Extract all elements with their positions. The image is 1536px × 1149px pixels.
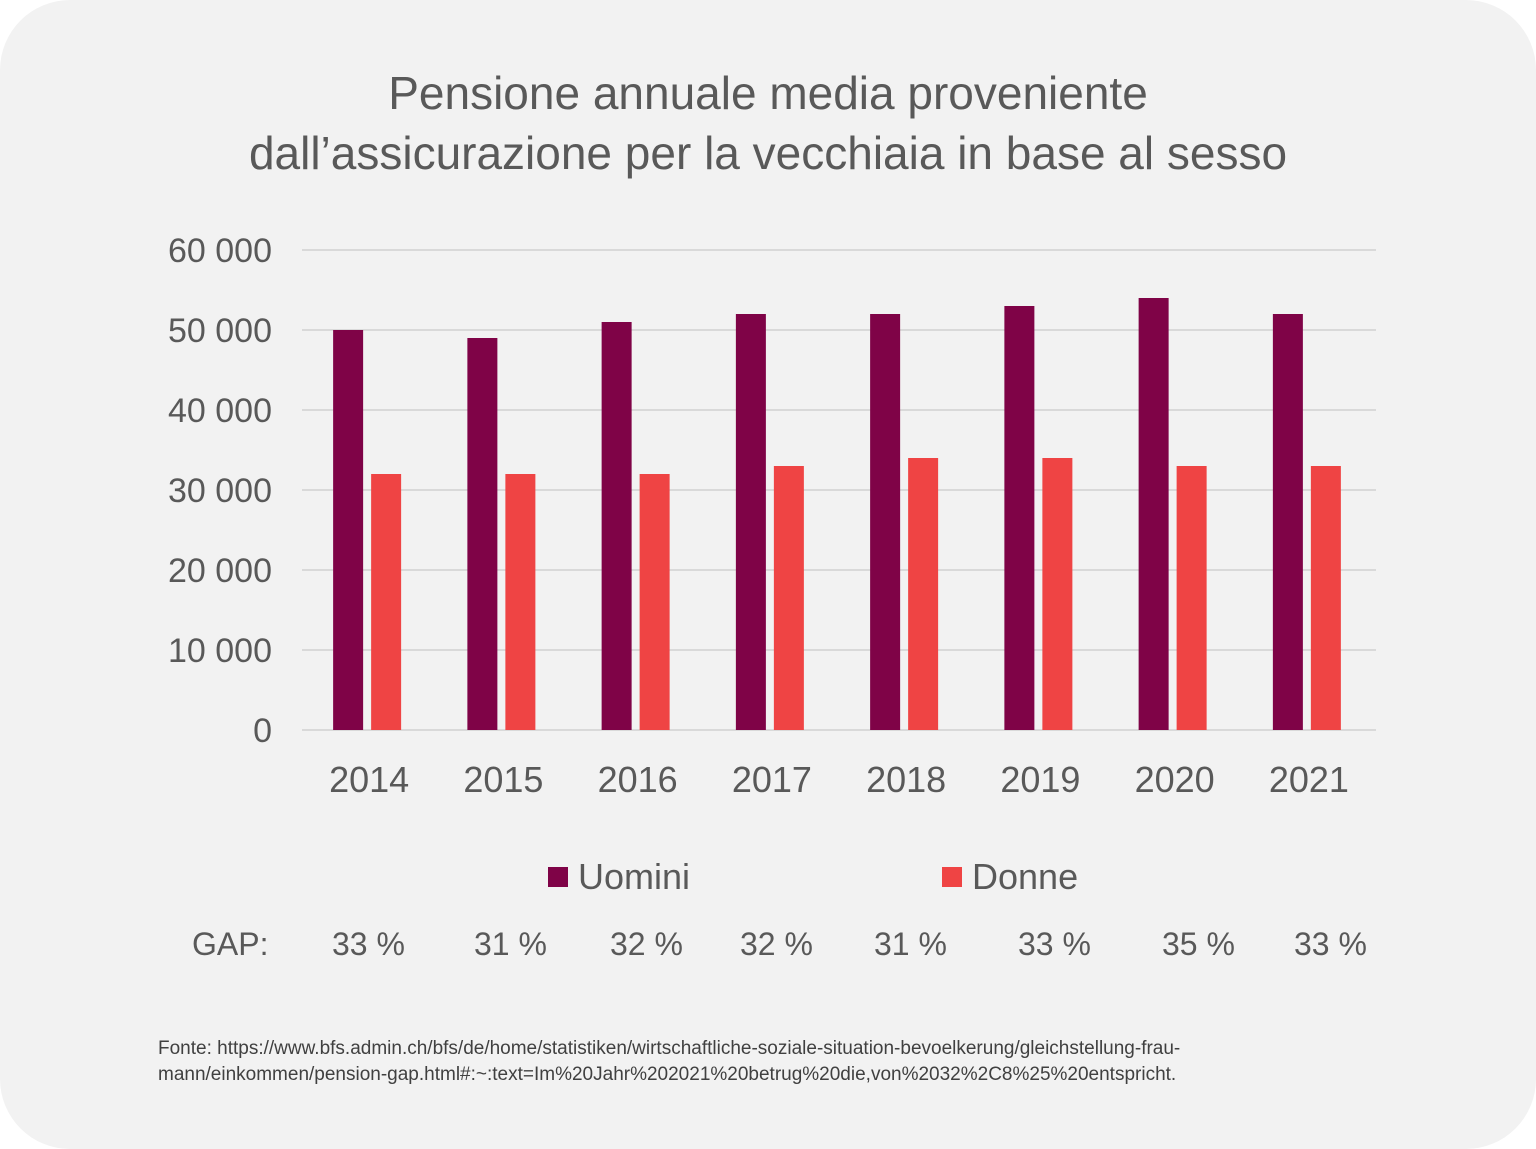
bar-uomini: [601, 322, 632, 730]
gap-value: 33 %: [332, 926, 405, 962]
legend-item-donne: Donne: [942, 856, 1078, 898]
bar-uomini: [735, 314, 766, 730]
gap-value: 32 %: [610, 926, 683, 962]
gap-value: 31 %: [474, 926, 547, 962]
x-tick-label: 2014: [329, 759, 409, 800]
source-line-1: Fonte: https://www.bfs.admin.ch/bfs/de/h…: [158, 1038, 1181, 1059]
legend-label-donne: Donne: [972, 856, 1079, 897]
bar-donne: [639, 474, 670, 730]
bar-uomini: [333, 330, 364, 730]
gap-value: 32 %: [740, 926, 813, 962]
gap-value: 31 %: [874, 926, 947, 962]
gap-value: 33 %: [1294, 926, 1367, 962]
y-tick-label: 60 000: [168, 232, 272, 270]
bar-uomini: [467, 338, 498, 730]
gap-value: 35 %: [1162, 926, 1235, 962]
bar-donne: [371, 474, 402, 730]
bar-uomini: [870, 314, 901, 730]
bar-uomini: [1272, 314, 1303, 730]
x-tick-label: 2015: [463, 759, 543, 800]
y-tick-label: 10 000: [168, 632, 272, 670]
chart-title-line-1: Pensione annuale media proveniente: [388, 67, 1148, 119]
source-note: Fonte: https://www.bfs.admin.ch/bfs/de/h…: [158, 1036, 1378, 1088]
bar-uomini: [1138, 298, 1169, 730]
bar-donne: [1176, 466, 1207, 730]
legend-swatch-uomini: [548, 867, 568, 887]
y-tick-label: 40 000: [168, 392, 272, 430]
bar-uomini: [1004, 306, 1035, 730]
bar-donne: [908, 458, 939, 730]
x-tick-label: 2017: [732, 759, 812, 800]
legend-label-uomini: Uomini: [578, 856, 691, 897]
legend-item-uomini: Uomini: [548, 856, 690, 898]
bar-donne: [1042, 458, 1073, 730]
y-tick-label: 30 000: [168, 472, 272, 510]
legend-swatch-donne: [942, 867, 962, 887]
chart-title-line-2: dall’assicurazione per la vecchiaia in b…: [248, 127, 1288, 179]
bar-donne: [1310, 466, 1341, 730]
x-tick-label: 2020: [1135, 759, 1215, 800]
y-tick-label: 20 000: [168, 552, 272, 590]
bar-donne: [505, 474, 536, 730]
y-tick-label: 0: [253, 712, 272, 750]
bar-donne: [773, 466, 804, 730]
source-line-2: mann/einkommen/pension-gap.html#:~:text=…: [158, 1064, 1177, 1085]
gap-value: 33 %: [1018, 926, 1091, 962]
x-tick-label: 2021: [1269, 759, 1349, 800]
x-tick-label: 2019: [1000, 759, 1080, 800]
gap-label: GAP:: [192, 926, 269, 962]
x-tick-label: 2016: [598, 759, 678, 800]
y-tick-label: 50 000: [168, 312, 272, 350]
x-tick-label: 2018: [866, 759, 946, 800]
